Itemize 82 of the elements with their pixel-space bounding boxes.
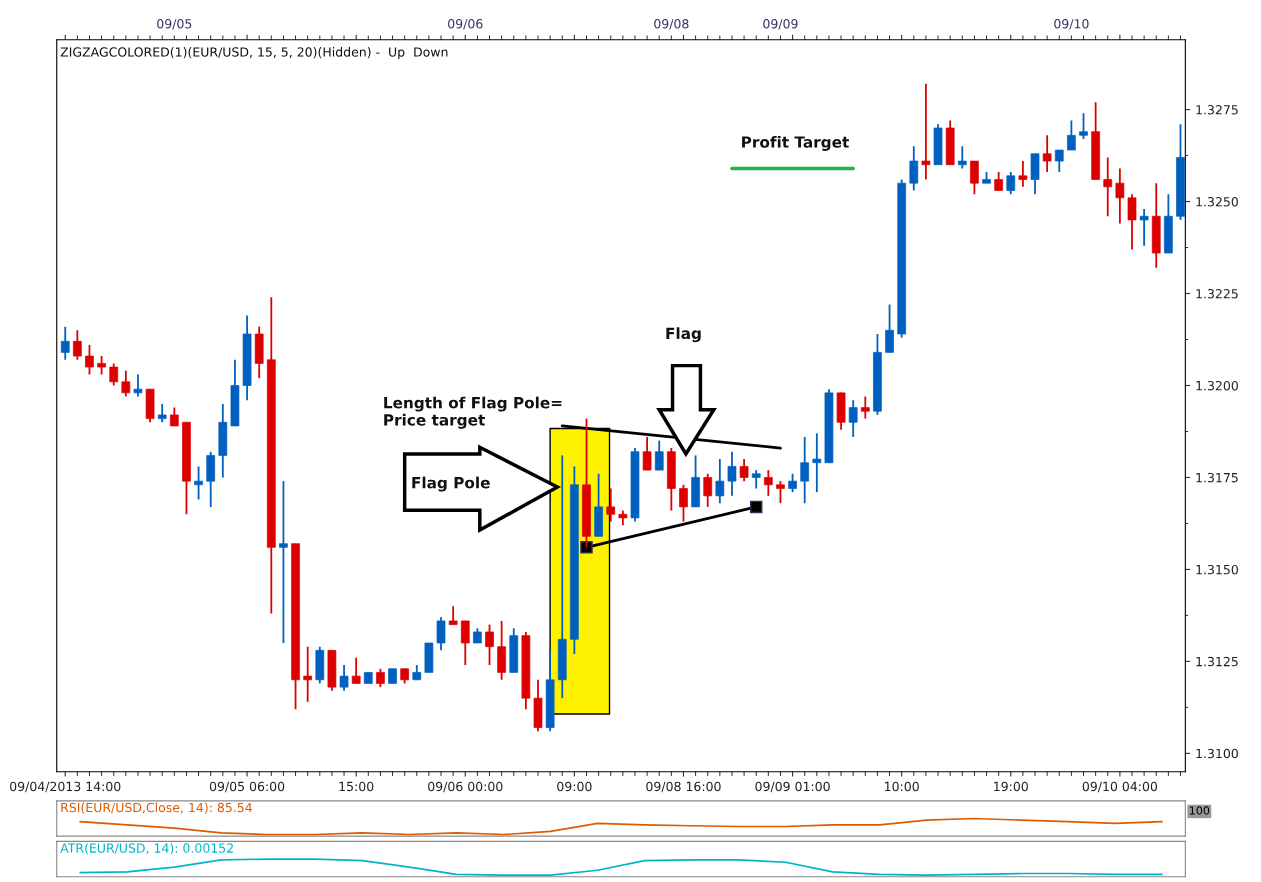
y-tick-label: 1.3225 xyxy=(1196,288,1238,299)
candlestick xyxy=(73,329,82,361)
candlestick xyxy=(606,487,616,523)
candlestick xyxy=(460,620,470,666)
text: 09/08 xyxy=(654,19,689,30)
candlestick xyxy=(800,436,810,505)
x-tick-label: 10:00 xyxy=(885,781,919,792)
candlestick xyxy=(85,344,94,376)
candlestick xyxy=(485,623,494,666)
candlestick xyxy=(169,406,179,427)
candlestick xyxy=(703,472,713,508)
candlestick xyxy=(376,667,385,689)
chart-title: ATR(EUR/USD, 14): 0.00152 xyxy=(60,843,233,855)
y-tick-label: 1.3275 xyxy=(1196,105,1238,115)
text: 09/05 xyxy=(157,19,192,30)
annotation: Length of Flag Pole= Price target xyxy=(384,396,562,429)
candlestick xyxy=(751,469,761,490)
candlestick xyxy=(1067,119,1076,151)
x-tick-label: 09/04/2013 14:00 xyxy=(10,781,121,793)
candlestick xyxy=(121,369,131,398)
candlestick xyxy=(727,450,737,497)
candlestick xyxy=(885,303,894,354)
x-tick-label: 09/09 01:00 xyxy=(755,781,830,793)
candlestick xyxy=(970,160,979,196)
candlestick xyxy=(303,645,313,703)
candlestick xyxy=(133,373,143,398)
candlestick xyxy=(921,82,931,181)
text: 09/10 xyxy=(1054,19,1089,30)
y-tick-label: 1.3200 xyxy=(1196,380,1238,391)
candlestick xyxy=(957,145,967,170)
candlestick xyxy=(1103,156,1113,218)
x-tick-label: 09/05 06:00 xyxy=(209,781,285,793)
candlestick xyxy=(60,325,70,361)
text: 09/06 xyxy=(448,19,483,30)
text: 100 xyxy=(1189,806,1210,815)
candlestick xyxy=(351,656,361,685)
y-tick-label: 1.3125 xyxy=(1196,656,1238,667)
candlestick xyxy=(715,458,725,505)
candlestick xyxy=(436,616,446,652)
candlestick xyxy=(157,402,167,424)
candlestick xyxy=(1006,171,1016,196)
candlestick xyxy=(763,469,773,497)
text: 09/09 xyxy=(763,19,798,30)
candlestick xyxy=(194,465,203,501)
text: ZIGZAGCOLORED(1)(EUR/USD, 15, 5, 20)(Hidden) - Up Down xyxy=(60,47,448,60)
candlestick xyxy=(909,145,919,192)
candlestick xyxy=(848,399,858,438)
x-tick-label: 09:00 xyxy=(557,781,592,792)
annotation: Profit Target xyxy=(742,135,849,151)
candlestick xyxy=(1054,149,1064,174)
x-tick-label: 09/10 04:00 xyxy=(1082,781,1158,793)
candlestick xyxy=(109,362,119,387)
chart-title: RSI(EUR/USD,Close, 14): 85.54 xyxy=(61,802,252,814)
candlestick xyxy=(739,458,749,483)
candlestick xyxy=(812,432,822,494)
x-tick-label: 15:00 xyxy=(339,781,374,792)
x-tick-label: 09/08 16:00 xyxy=(646,781,721,793)
candlestick xyxy=(860,395,870,420)
candlestick xyxy=(788,472,797,494)
candlestick xyxy=(679,483,688,523)
candlestick xyxy=(642,436,652,472)
x-tick-label: 09/06 00:00 xyxy=(428,781,503,793)
candlestick xyxy=(1127,193,1137,251)
y-tick-label: 1.3175 xyxy=(1196,472,1238,483)
y-tick-label: 1.3250 xyxy=(1196,197,1238,207)
candlestick xyxy=(1115,167,1125,225)
candlestick xyxy=(1042,134,1052,174)
annotation: Flag xyxy=(666,327,701,343)
candlestick xyxy=(1079,112,1088,140)
y-tick-label: 1.3100 xyxy=(1196,748,1238,759)
candlestick xyxy=(339,664,349,692)
candlestick xyxy=(1139,208,1149,247)
candlestick xyxy=(448,605,458,626)
candlestick xyxy=(654,439,664,472)
candlestick xyxy=(279,480,288,644)
candlestick xyxy=(776,480,785,505)
candlestick xyxy=(97,355,106,376)
y-tick-label: 1.3150 xyxy=(1196,564,1238,575)
annotation: Flag Pole xyxy=(412,476,490,492)
x-tick-label: 19:00 xyxy=(994,781,1028,792)
candlestick xyxy=(994,171,1004,192)
candlestick xyxy=(1018,160,1028,188)
